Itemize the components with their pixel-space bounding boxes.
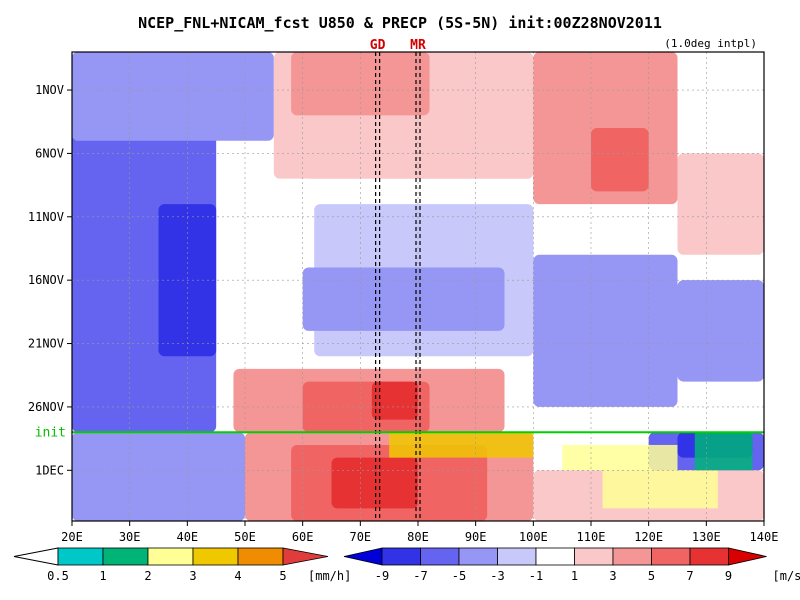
x-axis: 20E 30E 40E 50E 60E 70E 80E 90E 100E 110E 120E 130E… bbox=[61, 521, 778, 544]
y-tick-label: 1NOV bbox=[35, 83, 64, 97]
plot-area: GD MR bbox=[71, 38, 765, 522]
x-tick-label: 20E bbox=[61, 530, 83, 544]
colorbar-precip-end bbox=[13, 547, 59, 566]
colorbar-u850-tick: -5 bbox=[452, 569, 466, 583]
y-tick-label: 16NOV bbox=[28, 273, 64, 287]
x-tick-label: 30E bbox=[119, 530, 141, 544]
x-tick-label: 60E bbox=[292, 530, 314, 544]
colorbar-precip-tick: 1 bbox=[99, 569, 106, 583]
colorbar-u850-unit: [m/s] bbox=[773, 569, 800, 583]
colorbar-u850-tick: 3 bbox=[609, 569, 616, 583]
colorbar-precip-tick: 2 bbox=[144, 569, 151, 583]
y-axis: 1NOV 6NOV 11NOV 16NOV 21NOV 26NOV 1DEC bbox=[28, 83, 72, 477]
colorbar-u850-tick: -7 bbox=[413, 569, 427, 583]
colorbar-precip-tick: 0.5 bbox=[47, 569, 69, 583]
colorbar-u850-swatch bbox=[574, 547, 614, 566]
colorbar-precip: 0.5 1 2 3 4 5 [mm/h] bbox=[13, 547, 351, 583]
y-tick-label: 21NOV bbox=[28, 337, 64, 351]
ref-label-mr: MR bbox=[410, 38, 426, 53]
colorbar-precip-swatch bbox=[147, 547, 194, 566]
colorbar-precip-swatch bbox=[102, 547, 149, 566]
precip-region bbox=[602, 470, 718, 509]
x-tick-label: 140E bbox=[750, 530, 779, 544]
colorbar-u850-swatch bbox=[612, 547, 652, 566]
u850-region bbox=[677, 153, 764, 255]
colorbar-u850-swatch bbox=[728, 547, 767, 566]
ref-label-gd: GD bbox=[370, 38, 386, 53]
precip-region bbox=[389, 432, 534, 458]
colorbar-precip-swatch bbox=[282, 547, 329, 566]
colorbar-u850-swatch bbox=[458, 547, 498, 566]
init-label: init bbox=[35, 425, 66, 440]
colorbar-u850-swatch bbox=[343, 547, 383, 566]
reference-lines: GD MR bbox=[72, 38, 764, 521]
colorbar-u850-tick: 9 bbox=[725, 569, 732, 583]
colorbar-precip-unit: [mm/h] bbox=[308, 569, 351, 583]
colorbar-u850-swatch bbox=[535, 547, 575, 566]
precip-region bbox=[562, 444, 678, 471]
colorbar-u850-tick: -3 bbox=[490, 569, 504, 583]
x-tick-label: 90E bbox=[465, 530, 487, 544]
colorbar-precip-tick: 4 bbox=[234, 569, 241, 583]
colorbar-precip-swatch bbox=[57, 547, 104, 566]
colorbar-u850-tick: -9 bbox=[375, 569, 389, 583]
x-tick-label: 40E bbox=[176, 530, 198, 544]
x-tick-label: 80E bbox=[407, 530, 429, 544]
x-tick-label: 100E bbox=[519, 530, 548, 544]
colorbar-u850-tick: -1 bbox=[529, 569, 543, 583]
colorbar-u850-tick: 5 bbox=[648, 569, 655, 583]
colorbar-u850-tick: 7 bbox=[686, 569, 693, 583]
u850-region bbox=[371, 381, 418, 420]
y-tick-label: 11NOV bbox=[28, 210, 64, 224]
colorbar-u850-swatch bbox=[497, 547, 537, 566]
y-tick-label: 26NOV bbox=[28, 400, 64, 414]
u850-region bbox=[331, 457, 418, 509]
u850-region bbox=[591, 128, 649, 192]
x-tick-label: 120E bbox=[634, 530, 663, 544]
colorbar-precip-swatch bbox=[192, 547, 239, 566]
u850-region bbox=[72, 52, 274, 141]
y-tick-label: 1DEC bbox=[35, 463, 64, 477]
u850-region bbox=[72, 432, 245, 521]
colorbar-u850: -9 -7 -5 -3 -1 1 3 5 7 9 [m/s] bbox=[343, 547, 800, 583]
x-tick-label: 110E bbox=[577, 530, 606, 544]
x-tick-label: 130E bbox=[692, 530, 721, 544]
chart-subtitle: (1.0deg intpl) bbox=[664, 37, 757, 50]
colorbar-u850-swatch bbox=[420, 547, 460, 566]
u850-region bbox=[533, 254, 678, 407]
u850-region bbox=[677, 280, 764, 382]
precip-shading bbox=[389, 432, 753, 509]
colorbar-precip-tick: 3 bbox=[189, 569, 196, 583]
colorbar-u850-swatch bbox=[651, 547, 691, 566]
u850-region bbox=[245, 178, 315, 357]
colorbar-precip-swatch bbox=[237, 547, 284, 566]
colorbar-u850-tick: 1 bbox=[571, 569, 578, 583]
colorbar-precip-tick: 5 bbox=[279, 569, 286, 583]
x-tick-label: 50E bbox=[234, 530, 256, 544]
chart-title: NCEP_FNL+NICAM_fcst U850 & PRECP (5S-5N)… bbox=[138, 14, 662, 32]
colorbar-u850-swatch bbox=[381, 547, 421, 566]
u850-region bbox=[302, 267, 505, 331]
y-tick-label: 6NOV bbox=[35, 146, 64, 160]
colorbar-u850-swatch bbox=[689, 547, 729, 566]
precip-region bbox=[694, 432, 753, 471]
x-tick-label: 70E bbox=[349, 530, 371, 544]
